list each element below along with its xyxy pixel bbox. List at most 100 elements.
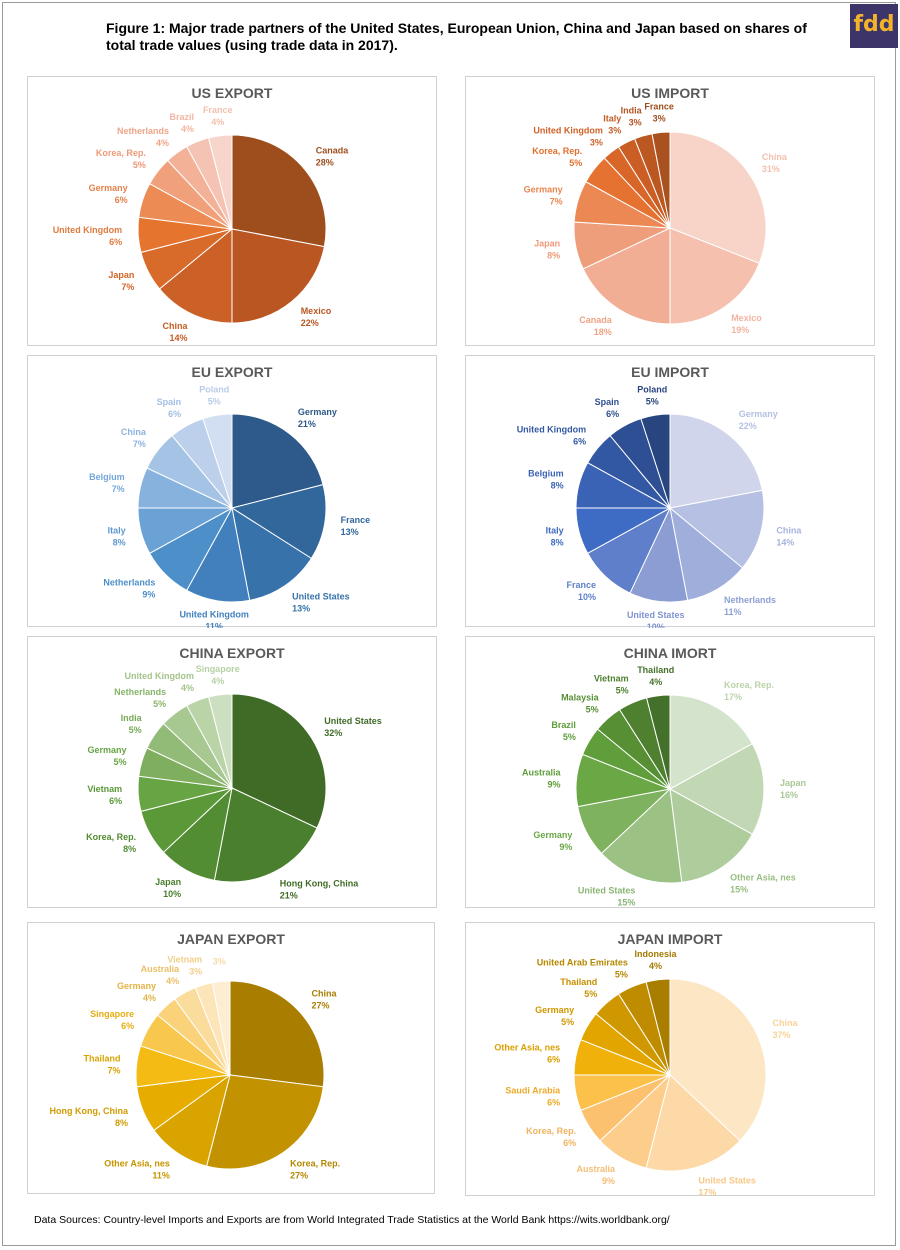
eu-import-panel: EU IMPORT Germany 22% China 14% Netherlands 1… [465,355,875,628]
slice-label: Vietnam 5% [594,673,629,695]
slice-value-label: 17% [698,1187,716,1197]
slice-category-label: United Kingdom [533,125,603,135]
slice-value-label: 5% [615,970,628,980]
slice-value-label: 15% [617,897,635,907]
slice-value-label: 8% [113,537,126,547]
chart-title: US EXPORT [191,85,273,101]
slice-value-label: 14% [169,333,187,343]
slice-category-label: United Kingdom [53,225,123,235]
slice-category-label: Hong Kong, China [280,879,359,889]
slice-category-label: Netherlands [724,595,776,605]
slice-label: United Kingdom 3% [533,125,603,147]
slice-label: Mexico 22% [301,306,332,328]
chart-title: EU EXPORT [191,364,273,380]
pie-slice [153,1073,231,1167]
slice-category-label: Poland [199,384,229,394]
slice-label: Germany 7% [524,185,563,207]
slice-label: United States 10% [627,610,685,628]
slice-category-label: Canada [316,145,350,155]
slice-value-label: 8% [123,844,136,854]
slice-value-label: 3% [590,137,603,147]
slice-category-label: China [312,989,338,999]
slice-value-label: 4% [166,976,179,986]
china-export-pie: United States 32% Hong Kong, China 21% Japan… [86,664,382,901]
slice-value-label: 9% [142,590,155,600]
slice-value-label: 15% [730,884,748,894]
pie-slice [669,978,767,1142]
slice-label: United Kingdom 6% [517,424,587,446]
pie-slice [206,1074,324,1170]
slice-category-label: United States [292,591,350,601]
slice-category-label: Vietnam [87,784,122,794]
slice-label: Germany 6% [89,183,128,205]
slice-label: Thailand 5% [560,977,597,999]
slice-label: Other Asia, nes 11% [104,1158,170,1180]
slice-category-label: Belgium [89,472,125,482]
slice-value-label: 13% [341,527,359,537]
slice-category-label: China [121,427,147,437]
slice-category-label: Korea, Rep. [290,1158,340,1168]
slice-value-label: 8% [115,1118,128,1128]
pie-slice [646,694,671,790]
slice-category-label: Germany [87,745,126,755]
slice-label: Germany 5% [535,1005,574,1027]
slice-category-label: France [341,515,371,525]
slice-label: Canada 18% [579,315,613,337]
slice-label: Netherlands 9% [103,578,155,600]
slice-value-label: 8% [547,251,560,261]
slice-value-label: 13% [292,603,310,613]
slice-category-label: Singapore [196,664,240,674]
us-export-pie: Canada 28% Mexico 22% China 14% Japan 7% United … [53,105,350,343]
slice-label: France 13% [341,515,371,537]
slice-category-label: Indonesia [634,949,677,959]
slice-label: Korea, Rep. 5% [532,146,582,168]
pie-slice [208,134,233,230]
slice-label: Japan 8% [534,239,560,261]
slice-label: China 14% [162,321,188,343]
slice-value-label: 7% [550,197,563,207]
slice-category-label: United States [578,885,636,895]
slice-value-label: 6% [109,796,122,806]
slice-label: Korea, Rep. 8% [86,832,136,854]
pie-slice [645,978,671,1076]
slice-category-label: Korea, Rep. [86,832,136,842]
japan-import-pie: China 37% United States 17% Australia 9% Korea… [494,949,798,1197]
slice-label: Thailand 4% [637,665,674,687]
slice-category-label: Netherlands [114,687,166,697]
slice-label: United States 32% [324,716,382,738]
slice-value-label: 28% [316,157,334,167]
slice-label: Japan 16% [780,778,806,800]
slice-label: Thailand 7% [83,1053,120,1075]
slice-value-label: 6% [109,237,122,247]
slice-label: United Arab Emirates 5% [537,958,628,980]
pie-slice [600,787,683,884]
slice-value-label: 5% [561,1017,574,1027]
slice-label: China 7% [121,427,147,449]
slice-value-label: 5% [153,699,166,709]
slice-label: Netherlands 5% [114,687,166,709]
china-import-panel: CHINA IMORT Korea, Rep. 17% Japan 16% Other … [465,636,875,908]
slice-category-label: Japan [155,877,181,887]
japan-export-panel: JAPAN EXPORT China 27% Korea, Rep. 27% Other… [27,922,435,1194]
pie-slice [211,980,231,1076]
pie-slice [669,413,763,509]
slice-value-label: 8% [551,481,564,491]
slice-label: Australia 4% [141,964,181,986]
slice-value-label: 37% [773,1030,791,1040]
slice-label: China 14% [776,525,802,547]
slice-value-label: 5% [208,396,221,406]
slice-label: Hong Kong, China 21% [280,879,359,901]
slice-label: Netherlands 4% [117,126,169,148]
japan-import-panel: JAPAN IMPORT China 37% United States 17% Aus… [465,922,875,1197]
slice-category-label: Malaysia [561,693,600,703]
slice-category-label: Vietnam [167,955,202,965]
slice-label: Australia 9% [576,1164,616,1186]
slice-value-label: 10% [647,622,665,628]
slice-label: Germany 21% [298,407,337,429]
slice-value-label: 14% [776,537,794,547]
slice-category-label: India [621,106,643,116]
slice-category-label: Mexico [301,306,332,316]
pie-slice [645,1074,741,1172]
slice-label: Italy 3% [603,114,621,136]
pie-slice [640,413,671,509]
